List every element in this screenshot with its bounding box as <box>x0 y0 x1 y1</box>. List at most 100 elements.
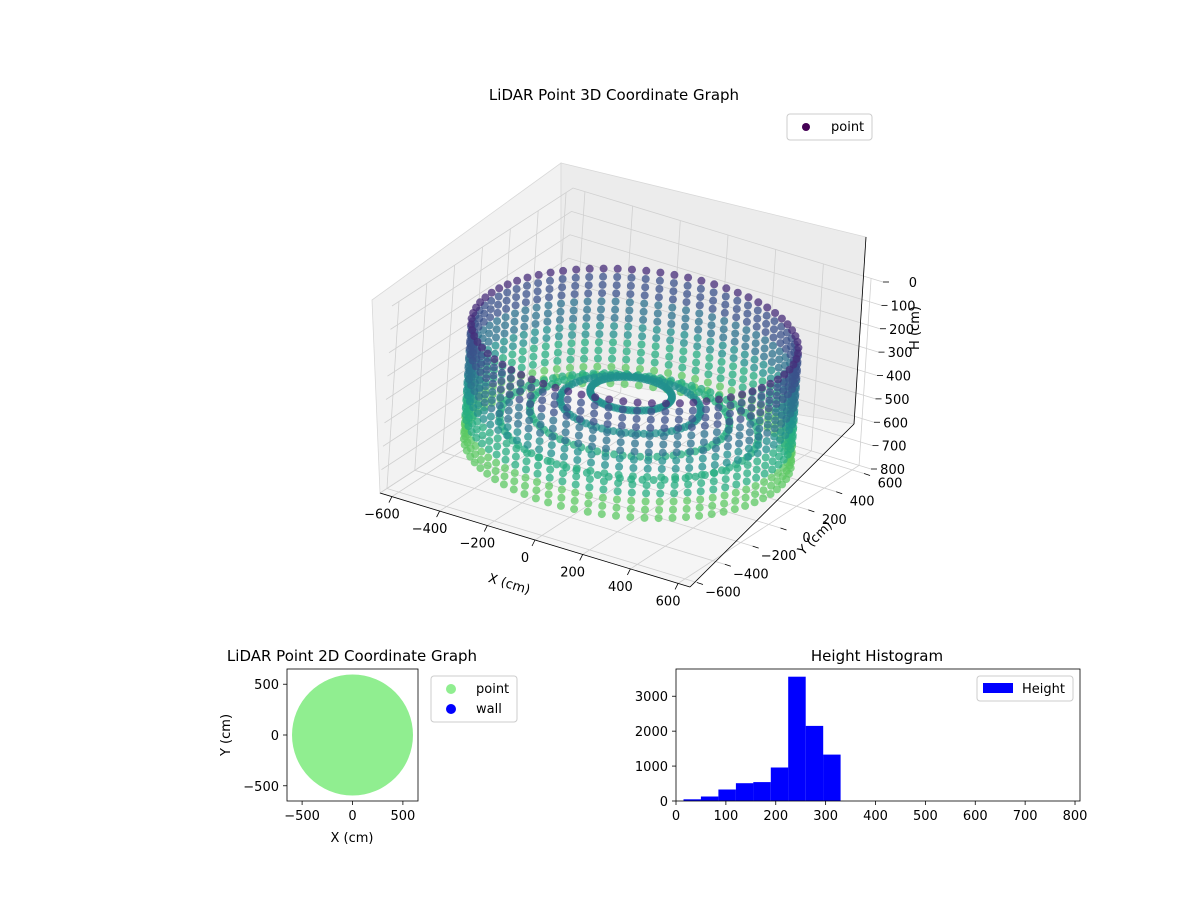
cloud-point <box>785 365 794 374</box>
cloud-point <box>604 403 613 412</box>
cloud-point <box>776 428 785 437</box>
y-tick-label-histogram: 1000 <box>635 760 668 775</box>
cloud-point <box>613 495 621 504</box>
cloud-point <box>524 424 533 433</box>
cloud-point <box>762 311 771 320</box>
cloud-point <box>646 423 655 432</box>
cloud-point <box>753 306 762 315</box>
cloud-point <box>777 314 786 323</box>
cloud-point <box>603 428 612 437</box>
cloud-point <box>671 464 680 473</box>
x-tick-label-histogram: 0 <box>672 809 680 824</box>
cloud-point <box>687 423 696 432</box>
cloud-point <box>608 346 617 355</box>
cloud-point <box>667 311 676 320</box>
cloud-point <box>512 285 521 293</box>
cloud-point <box>641 497 650 506</box>
histogram-bar <box>718 789 736 801</box>
cloud-point <box>506 382 515 391</box>
cloud-point <box>665 352 674 361</box>
cloud-point <box>497 377 506 385</box>
cloud-point <box>657 473 666 482</box>
cloud-point <box>489 371 498 380</box>
ticks-2d: −500 0 500 −500 0 500 <box>243 678 415 824</box>
cloud-point <box>590 409 599 418</box>
cloud-point <box>626 513 635 522</box>
cloud-point <box>675 407 684 416</box>
x-tick-label-3d: 0 <box>521 551 529 566</box>
cloud-point <box>629 455 638 464</box>
cloud-point <box>654 293 663 302</box>
cloud-point <box>751 339 760 348</box>
cloud-point <box>696 293 705 302</box>
cloud-point <box>625 298 634 307</box>
cloud-point <box>541 342 550 351</box>
cloud-point <box>640 513 649 522</box>
cloud-point <box>772 391 781 400</box>
cloud-point <box>730 345 739 354</box>
y-tick-label-2d: 500 <box>254 678 279 693</box>
cloud-point <box>659 432 668 441</box>
cloud-point <box>546 268 555 277</box>
cloud-point <box>554 340 563 349</box>
cloud-point <box>479 415 488 423</box>
cloud-point <box>774 363 783 372</box>
cloud-point <box>581 330 590 339</box>
cloud-point <box>557 291 566 300</box>
cloud-point <box>707 510 716 519</box>
cloud-point <box>629 464 638 472</box>
cloud-point <box>588 442 596 451</box>
cloud-point <box>738 390 747 399</box>
cloud-point <box>769 449 778 458</box>
cloud-point <box>752 322 761 331</box>
cloud-point <box>559 469 567 478</box>
cloud-point <box>605 395 614 404</box>
cloud-point <box>731 321 740 330</box>
cloud-point <box>720 491 729 500</box>
cloud-point <box>654 301 663 310</box>
cloud-point <box>708 313 717 322</box>
cloud-point <box>772 400 781 408</box>
cloud-point <box>760 469 769 478</box>
cloud-point <box>741 342 750 351</box>
cloud-point <box>744 293 753 302</box>
x-tick-label-2d: 500 <box>390 809 415 824</box>
cloud-point <box>511 309 519 318</box>
cloud-point <box>487 288 496 297</box>
cloud-point <box>697 276 706 285</box>
cloud-point <box>667 320 676 328</box>
cloud-point <box>704 362 713 371</box>
cloud-point <box>491 341 500 350</box>
cloud-point <box>709 477 718 486</box>
cloud-point <box>582 313 591 322</box>
cloud-point <box>509 334 518 342</box>
cloud-point <box>474 401 483 410</box>
cloud-point <box>503 280 512 289</box>
cloud-point <box>675 399 684 408</box>
cloud-point <box>775 444 784 453</box>
cloud-point <box>511 301 520 310</box>
cloud-point <box>481 382 490 391</box>
cloud-point <box>531 320 540 328</box>
cloud-point <box>739 375 748 384</box>
cloud-point <box>537 412 546 421</box>
cloud-point <box>747 395 756 404</box>
cloud-point <box>511 452 520 461</box>
cloud-point <box>655 276 664 285</box>
cloud-point <box>684 472 693 481</box>
cloud-point <box>499 354 507 362</box>
chart-3d-title: LiDAR Point 3D Coordinate Graph <box>489 86 739 104</box>
cloud-point <box>554 332 563 341</box>
cloud-point <box>645 440 654 449</box>
cloud-point <box>585 483 594 492</box>
cloud-point <box>679 339 688 347</box>
cloud-point <box>706 337 715 346</box>
cloud-point <box>696 284 705 293</box>
cloud-point <box>589 417 598 426</box>
x-tick-mark-3d <box>674 583 679 590</box>
cloud-point <box>662 399 670 408</box>
cloud-point <box>550 392 559 400</box>
cloud-point <box>644 448 653 457</box>
cloud-point <box>640 291 649 300</box>
cloud-point <box>491 475 500 484</box>
